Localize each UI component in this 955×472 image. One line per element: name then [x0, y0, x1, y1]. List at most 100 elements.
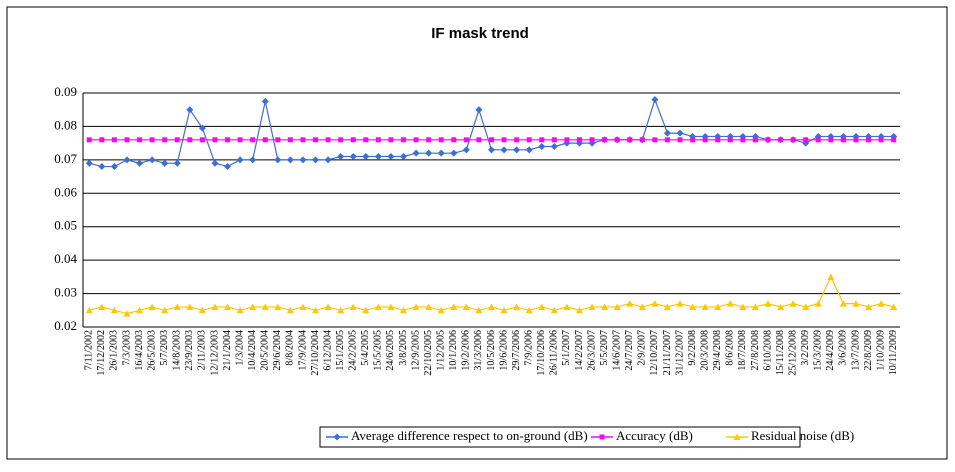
square-marker	[815, 137, 821, 143]
triangle-marker	[638, 303, 646, 310]
square-marker	[778, 137, 784, 143]
x-tick-label: 5/4/2005	[360, 330, 371, 366]
square-marker	[350, 137, 356, 143]
x-tick-label: 24/4/2009	[825, 330, 836, 371]
diamond-marker	[525, 146, 533, 154]
x-tick-label: 2/11/2003	[197, 330, 208, 370]
x-tick-label: 24/7/2007	[624, 330, 635, 371]
triangle-marker	[198, 306, 206, 314]
x-tick-label: 29/6/2004	[272, 330, 283, 371]
square-marker	[388, 137, 394, 143]
triangle-marker	[751, 303, 759, 310]
x-tick-label: 25/12/2008	[787, 330, 798, 376]
x-tick-label: 14/6/2007	[611, 330, 622, 371]
square-marker	[124, 137, 130, 143]
x-tick-label: 12/10/2007	[649, 330, 660, 376]
diamond-marker	[676, 129, 684, 137]
diamond-marker	[286, 156, 294, 164]
square-marker	[413, 137, 419, 143]
square-marker	[476, 137, 482, 143]
square-marker	[627, 137, 633, 143]
x-tick-label: 31/3/2006	[473, 330, 484, 371]
triangle-marker	[462, 303, 470, 310]
x-tick-label: 21/1/2004	[222, 330, 233, 371]
x-tick-label: 19/6/2006	[498, 330, 509, 371]
diamond-marker	[362, 153, 370, 161]
diamond-marker	[312, 156, 320, 164]
x-tick-label: 6/12/2004	[322, 330, 333, 371]
diamond-marker	[462, 146, 470, 154]
triangle-marker	[651, 300, 659, 307]
x-tick-label: 10/11/2009	[888, 330, 899, 375]
triangle-marker	[450, 303, 458, 310]
square-marker	[86, 137, 92, 143]
x-tick-label: 31/12/2007	[674, 330, 685, 376]
chart-title: IF mask trend	[431, 25, 529, 42]
square-marker	[803, 137, 809, 143]
x-tick-label: 1/10/2009	[875, 330, 886, 371]
x-tick-label: 21/11/2007	[662, 330, 673, 375]
diamond-marker	[110, 163, 118, 171]
triangle-marker	[312, 306, 320, 314]
triangle-marker	[186, 303, 194, 310]
diamond-marker	[651, 96, 659, 104]
square-marker	[891, 137, 897, 143]
x-tick-label: 27/10/2004	[310, 330, 321, 376]
square-marker	[866, 137, 872, 143]
square-marker	[463, 137, 469, 143]
diamond-marker	[161, 159, 169, 167]
diamond-marker	[324, 156, 332, 164]
square-marker	[300, 137, 306, 143]
square-marker	[250, 137, 256, 143]
square-marker	[262, 137, 268, 143]
x-tick-label: 10/5/2006	[486, 330, 497, 371]
y-tick-label: 0.04	[54, 251, 77, 266]
x-tick-label: 17/10/2006	[536, 330, 547, 376]
square-marker	[539, 137, 545, 143]
x-tick-label: 10/1/2006	[448, 330, 459, 371]
x-tick-label: 7/11/2002	[84, 330, 95, 370]
x-tick-label: 3/6/2009	[838, 330, 849, 366]
diamond-marker	[450, 149, 458, 157]
x-tick-label: 24/2/2005	[348, 330, 359, 371]
square-marker	[752, 137, 758, 143]
x-tick-label: 2/9/2007	[637, 330, 648, 366]
triangle-marker	[739, 303, 747, 310]
square-marker	[551, 137, 557, 143]
diamond-marker	[349, 153, 357, 161]
diamond-marker	[211, 159, 219, 167]
triangle-marker	[726, 300, 734, 307]
triangle-marker	[349, 303, 357, 310]
square-marker	[212, 137, 218, 143]
x-tick-label: 5/7/2003	[159, 330, 170, 366]
triangle-marker	[274, 303, 282, 310]
x-tick-label: 22/10/2005	[423, 330, 434, 376]
triangle-marker	[764, 300, 772, 307]
x-tick-label: 12/9/2005	[410, 330, 421, 371]
square-marker	[878, 137, 884, 143]
diamond-marker	[173, 159, 181, 167]
square-marker	[199, 137, 205, 143]
y-tick-label: 0.08	[54, 117, 77, 132]
triangle-marker	[261, 303, 269, 310]
square-marker	[599, 434, 605, 440]
square-marker	[225, 137, 231, 143]
y-tick-label: 0.03	[54, 285, 77, 300]
x-tick-label: 5/5/2007	[599, 330, 610, 366]
triangle-marker	[663, 303, 671, 310]
square-marker	[325, 137, 331, 143]
diamond-marker	[550, 142, 558, 150]
triangle-marker	[299, 303, 307, 310]
diamond-marker	[136, 159, 144, 167]
diamond-marker	[374, 153, 382, 161]
triangle-marker	[877, 300, 885, 307]
chart-border	[6, 6, 948, 460]
legend-label: Residual noise (dB)	[751, 428, 854, 443]
square-marker	[564, 137, 570, 143]
diamond-marker	[400, 153, 408, 161]
x-tick-label: 1/3/2004	[234, 330, 245, 366]
triangle-marker	[123, 310, 131, 317]
triangle-marker	[865, 303, 873, 310]
square-marker	[275, 137, 281, 143]
x-tick-label: 24/6/2005	[385, 330, 396, 371]
